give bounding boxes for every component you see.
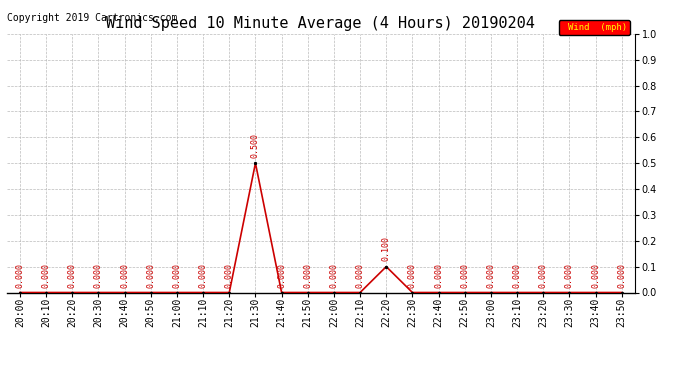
Point [302,290,313,296]
Point [328,290,339,296]
Text: 0.000: 0.000 [199,263,208,288]
Text: 0.000: 0.000 [565,263,574,288]
Point [407,290,418,296]
Title: Wind Speed 10 Minute Average (4 Hours) 20190204: Wind Speed 10 Minute Average (4 Hours) 2… [106,16,535,31]
Text: 0.000: 0.000 [434,263,443,288]
Text: 0.000: 0.000 [41,263,50,288]
Text: 0.000: 0.000 [68,263,77,288]
Point [381,264,392,270]
Point [564,290,575,296]
Text: 0.000: 0.000 [172,263,181,288]
Point [355,290,366,296]
Text: 0.000: 0.000 [277,263,286,288]
Point [616,290,627,296]
Point [250,160,261,166]
Text: 0.100: 0.100 [382,236,391,261]
Point [67,290,78,296]
Text: 0.000: 0.000 [408,263,417,288]
Point [41,290,52,296]
Point [460,290,471,296]
Text: 0.000: 0.000 [120,263,129,288]
Point [171,290,182,296]
Legend: Wind  (mph): Wind (mph) [558,20,630,34]
Text: 0.000: 0.000 [146,263,155,288]
Point [276,290,287,296]
Text: 0.000: 0.000 [486,263,495,288]
Text: 0.500: 0.500 [251,133,260,158]
Text: 0.000: 0.000 [304,263,313,288]
Point [146,290,157,296]
Point [433,290,444,296]
Point [538,290,549,296]
Text: 0.000: 0.000 [618,263,627,288]
Text: 0.000: 0.000 [329,263,338,288]
Text: 0.000: 0.000 [15,263,24,288]
Point [14,290,26,296]
Point [590,290,601,296]
Point [119,290,130,296]
Point [197,290,208,296]
Text: 0.000: 0.000 [513,263,522,288]
Text: 0.000: 0.000 [539,263,548,288]
Text: Copyright 2019 Cartronics.com: Copyright 2019 Cartronics.com [7,13,177,23]
Text: 0.000: 0.000 [94,263,103,288]
Point [224,290,235,296]
Point [93,290,104,296]
Text: 0.000: 0.000 [225,263,234,288]
Point [511,290,522,296]
Text: 0.000: 0.000 [355,263,364,288]
Text: 0.000: 0.000 [591,263,600,288]
Point [485,290,496,296]
Text: 0.000: 0.000 [460,263,469,288]
